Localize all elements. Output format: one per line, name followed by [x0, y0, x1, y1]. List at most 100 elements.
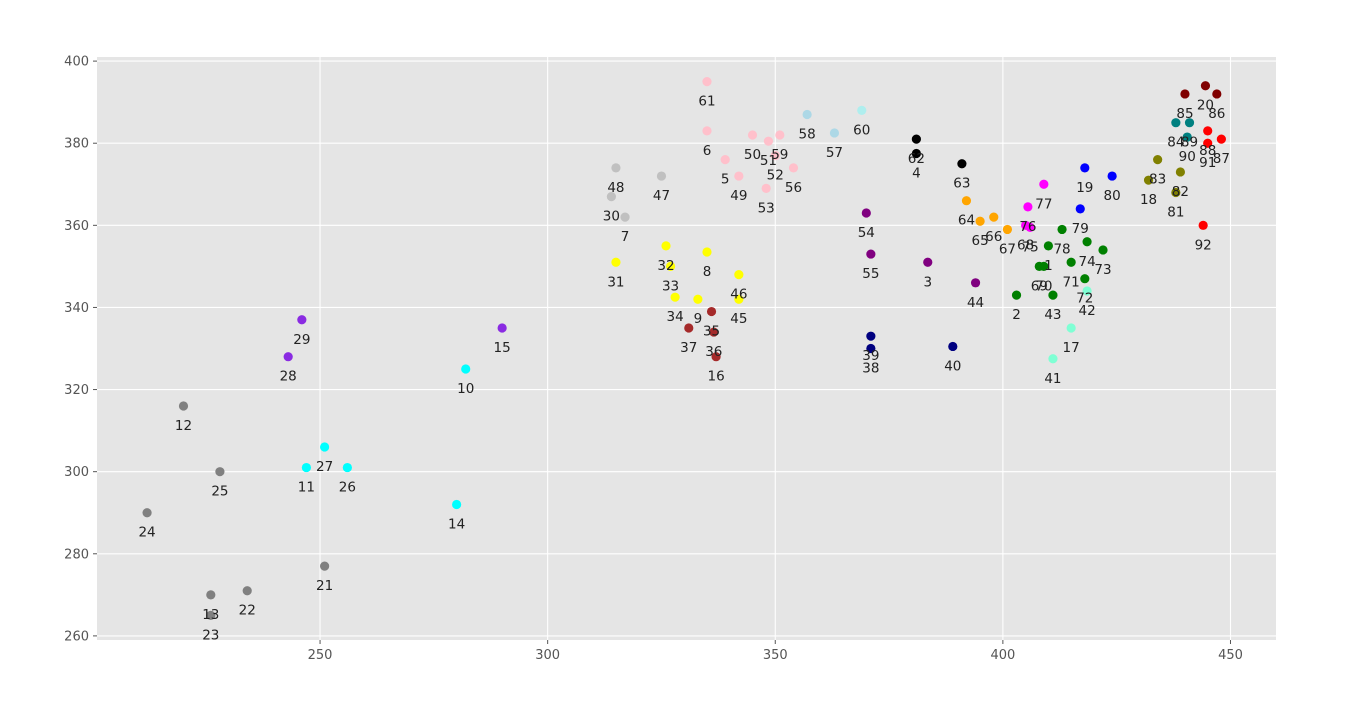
scatter-point-42: [1082, 286, 1092, 296]
scatter-point-52: [770, 150, 780, 161]
point-label-19: 19: [1076, 180, 1093, 196]
scatter-point-21: [320, 561, 330, 571]
scatter-point-29: [297, 315, 307, 325]
scatter-point-79: [1075, 204, 1085, 214]
scatter-point-8: [702, 247, 712, 257]
point-label-88: 88: [1199, 143, 1216, 159]
scatter-point-91: [1203, 138, 1213, 148]
scatter-point-49: [734, 171, 744, 181]
scatter-point-74: [1082, 237, 1092, 247]
scatter-point-15: [497, 323, 507, 333]
point-label-90: 90: [1179, 149, 1196, 165]
scatter-point-2: [1011, 290, 1022, 300]
scatter-point-61: [702, 77, 712, 87]
point-label-86: 86: [1208, 106, 1225, 122]
scatter-point-54: [861, 208, 871, 218]
point-label-61: 61: [698, 94, 715, 110]
scatter-point-62: [911, 134, 921, 144]
y-tick-label: 260: [64, 629, 89, 644]
point-label-68: 68: [1017, 237, 1034, 253]
scatter-point-89: [1184, 118, 1195, 128]
point-label-65: 65: [972, 233, 989, 249]
scatter-point-83: [1153, 155, 1163, 165]
point-label-43: 43: [1044, 307, 1061, 323]
point-label-72: 72: [1076, 291, 1093, 307]
point-label-71: 71: [1063, 274, 1080, 290]
point-label-92: 92: [1195, 237, 1212, 253]
point-label-74: 74: [1078, 254, 1095, 270]
point-label-64: 64: [958, 213, 975, 229]
scatter-point-31: [611, 257, 621, 267]
scatter-point-12: [178, 401, 189, 411]
scatter-point-86: [1212, 89, 1222, 99]
point-label-54: 54: [858, 225, 875, 241]
point-label-78: 78: [1053, 241, 1070, 257]
scatter-point-84: [1171, 118, 1181, 128]
point-label-75: 75: [1022, 239, 1039, 255]
scatter-point-51: [763, 136, 774, 146]
point-label-26: 26: [339, 480, 356, 496]
scatter-point-63: [957, 159, 967, 169]
point-label-30: 30: [603, 209, 620, 225]
point-label-23: 23: [202, 627, 219, 643]
point-label-21: 21: [316, 578, 333, 594]
point-label-53: 53: [758, 200, 775, 216]
point-label-83: 83: [1149, 172, 1166, 188]
scatter-point-18: [1143, 175, 1154, 185]
point-label-16: 16: [707, 369, 724, 385]
point-label-59: 59: [771, 147, 788, 163]
point-label-56: 56: [785, 180, 802, 196]
point-label-76: 76: [1019, 219, 1036, 235]
point-label-17: 17: [1063, 340, 1080, 356]
point-label-12: 12: [175, 418, 192, 434]
scatter-point-37: [684, 323, 694, 333]
point-label-18: 18: [1140, 192, 1157, 208]
scatter-point-80: [1107, 171, 1117, 181]
scatter-point-9: [693, 294, 703, 304]
scatter-point-40: [948, 341, 958, 352]
point-label-55: 55: [862, 266, 879, 282]
x-tick-label: 450: [1218, 648, 1243, 663]
y-tick-label: 320: [64, 383, 89, 398]
point-label-66: 66: [985, 229, 1002, 245]
scatter-point-19: [1080, 163, 1090, 173]
y-tick-label: 400: [64, 55, 89, 70]
scatter-point-38: [866, 343, 876, 354]
scatter-point-47: [656, 171, 667, 181]
scatter-point-22: [242, 586, 252, 596]
scatter-point-75: [1025, 222, 1035, 232]
point-label-50: 50: [744, 147, 761, 163]
y-tick-label: 380: [64, 137, 89, 152]
point-label-14: 14: [448, 517, 465, 533]
scatter-point-65: [975, 216, 985, 226]
x-tick-label: 250: [308, 648, 333, 663]
point-label-60: 60: [853, 122, 870, 138]
point-label-91: 91: [1199, 155, 1216, 171]
point-label-85: 85: [1176, 106, 1193, 122]
scatter-point-60: [857, 105, 867, 115]
scatter-point-67: [1002, 224, 1013, 235]
point-label-7: 7: [621, 229, 630, 245]
point-label-63: 63: [953, 176, 970, 192]
point-label-33: 33: [662, 278, 679, 294]
point-label-22: 22: [239, 603, 256, 619]
point-label-57: 57: [826, 145, 843, 161]
scatter-point-17: [1066, 323, 1076, 333]
point-label-73: 73: [1094, 262, 1111, 278]
point-label-46: 46: [730, 287, 747, 303]
scatter-point-26: [342, 462, 352, 473]
scatter-point-78: [1057, 224, 1067, 235]
point-label-35: 35: [703, 324, 720, 340]
point-label-32: 32: [657, 258, 674, 274]
point-label-82: 82: [1172, 184, 1189, 200]
y-tick-label: 280: [64, 547, 89, 562]
point-label-36: 36: [705, 344, 722, 360]
point-label-58: 58: [799, 126, 816, 142]
scatter-point-30: [606, 191, 616, 202]
scatter-point-53: [761, 183, 771, 193]
scatter-point-76: [1023, 202, 1033, 212]
point-label-13: 13: [202, 607, 219, 623]
point-label-40: 40: [944, 358, 961, 374]
point-label-2: 2: [1012, 307, 1021, 323]
